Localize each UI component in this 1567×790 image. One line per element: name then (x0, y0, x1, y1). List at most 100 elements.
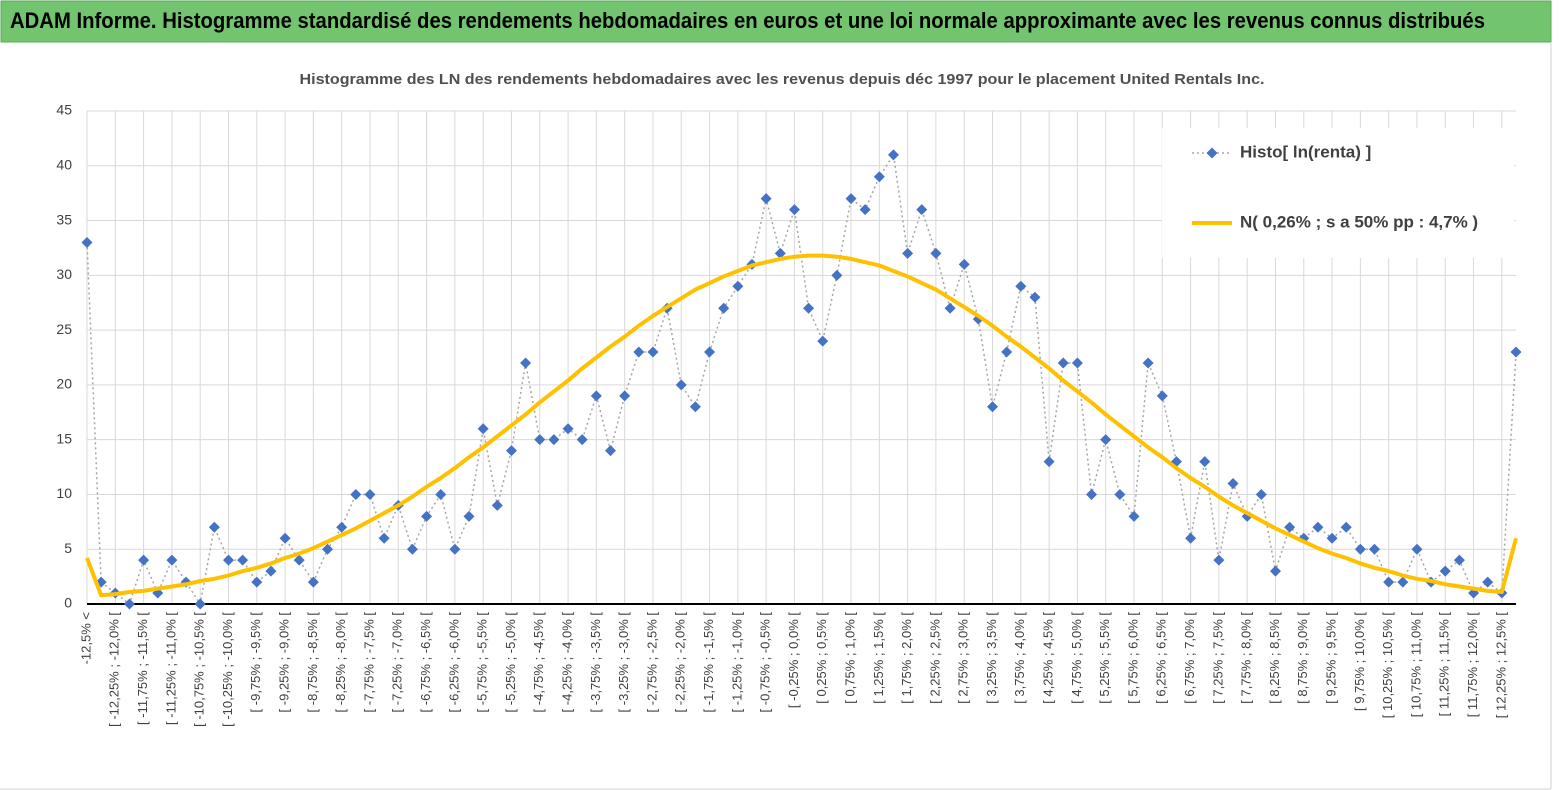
y-tick-label: 40 (56, 156, 72, 172)
x-tick-label: [ -7,25% ; -7,0% [ (390, 612, 405, 713)
x-tick-label: [ 5,25% ; 5,5% [ (1097, 612, 1112, 704)
x-tick-label: [ -11,25% ; -11,0% [ (163, 612, 178, 725)
point (435, 488, 447, 500)
point (265, 565, 277, 577)
point (421, 510, 433, 522)
x-tick-label: [ -3,25% ; -3,0% [ (616, 612, 631, 713)
x-tick-label: [ -1,25% ; -1,0% [ (729, 612, 744, 713)
point (1071, 357, 1083, 369)
point (1100, 434, 1112, 446)
x-tick-label: [ 6,75% ; 7,0% [ (1182, 612, 1197, 704)
point (902, 247, 914, 259)
point (1156, 390, 1168, 402)
x-tick-label: [ 4,25% ; 4,5% [ (1041, 612, 1056, 704)
point (1213, 554, 1225, 566)
x-tick-label: [ 0,25% ; 0,5% [ (814, 612, 829, 704)
point (251, 576, 263, 588)
x-tick-label: [ 10,75% ; 11,0% [ (1408, 612, 1423, 718)
y-tick-label: 15 (56, 430, 72, 446)
point (887, 149, 899, 161)
point (138, 554, 150, 566)
point (1411, 543, 1423, 555)
point (208, 521, 220, 533)
point (803, 302, 815, 314)
x-tick-label: [ -0,75% ; -0,5% [ (758, 612, 773, 713)
point (916, 204, 928, 216)
y-tick-label: 30 (56, 266, 72, 282)
point (336, 521, 348, 533)
x-tick-label: [ 11,75% ; 12,0% [ (1465, 612, 1480, 718)
x-tick-label: [ 0,75% ; 1,0% [ (842, 612, 857, 704)
point (1510, 346, 1522, 358)
point (1114, 488, 1126, 500)
x-tick-label: [ 10,25% ; 10,5% [ (1380, 612, 1395, 719)
x-tick-label: [ 3,75% ; 4,0% [ (1012, 612, 1027, 704)
point (831, 269, 843, 281)
point (463, 510, 475, 522)
point (1128, 510, 1140, 522)
point (237, 554, 249, 566)
point (1482, 576, 1494, 588)
x-tick-label: [ 2,75% ; 3,0% [ (956, 612, 971, 704)
point (958, 258, 970, 270)
point (534, 434, 546, 446)
x-tick-label: [ -8,25% ; -8,0% [ (333, 612, 348, 713)
point (1001, 346, 1013, 358)
x-tick-label: [ 7,75% ; 8,0% [ (1239, 612, 1254, 704)
x-tick-label: [ 8,75% ; 9,0% [ (1295, 612, 1310, 704)
y-tick-label: 0 (64, 595, 72, 611)
point (1354, 543, 1366, 555)
y-tick-label: 35 (56, 211, 72, 227)
x-tick-label: [ 5,75% ; 6,0% [ (1125, 612, 1140, 704)
point (1312, 521, 1324, 533)
x-tick-label: [ -3,75% ; -3,5% [ (588, 612, 603, 713)
point (1284, 521, 1296, 533)
point (774, 247, 786, 259)
y-tick-label: 25 (56, 321, 72, 337)
point (1397, 576, 1409, 588)
point (322, 543, 334, 555)
point (1227, 477, 1239, 489)
point (279, 532, 291, 544)
legend-label: N( 0,26% ; s a 50% pp : 4,7% ) (1240, 212, 1478, 231)
x-tick-label: [ 12,25% ; 12,5% [ (1493, 612, 1508, 719)
point (1185, 532, 1197, 544)
x-tick-label: [ -11,75% ; -11,5% [ (135, 612, 150, 725)
point (1086, 488, 1098, 500)
y-tick-label: 45 (56, 102, 72, 118)
point (505, 445, 517, 457)
point (81, 236, 93, 248)
point (222, 554, 234, 566)
x-tick-label: [ -5,75% ; -5,5% [ (475, 612, 490, 713)
point (1369, 543, 1381, 555)
point (675, 379, 687, 391)
point (619, 390, 631, 402)
point (1340, 521, 1352, 533)
point (718, 302, 730, 314)
point (817, 335, 829, 347)
point (873, 171, 885, 183)
point (1043, 456, 1055, 468)
y-tick-label: 10 (56, 485, 72, 501)
point (1199, 456, 1211, 468)
point (1269, 565, 1281, 577)
x-tick-label: [ -4,75% ; -4,5% [ (531, 612, 546, 713)
point (166, 554, 178, 566)
legend-box (1162, 128, 1514, 258)
point (647, 346, 659, 358)
y-tick-label: 20 (56, 376, 72, 392)
header-title: ADAM Informe. Histogramme standardisé de… (10, 8, 1485, 33)
point (449, 543, 461, 555)
x-tick-label: [ 9,75% ; 10,0% [ (1352, 612, 1367, 711)
point (123, 598, 135, 610)
point (845, 193, 857, 205)
x-tick-label: [ 7,25% ; 7,5% [ (1210, 612, 1225, 704)
point (293, 554, 305, 566)
point (548, 434, 560, 446)
point (1241, 510, 1253, 522)
point (590, 390, 602, 402)
chart-title: Histogramme des LN des rendements hebdom… (300, 71, 1265, 88)
point (689, 401, 701, 413)
